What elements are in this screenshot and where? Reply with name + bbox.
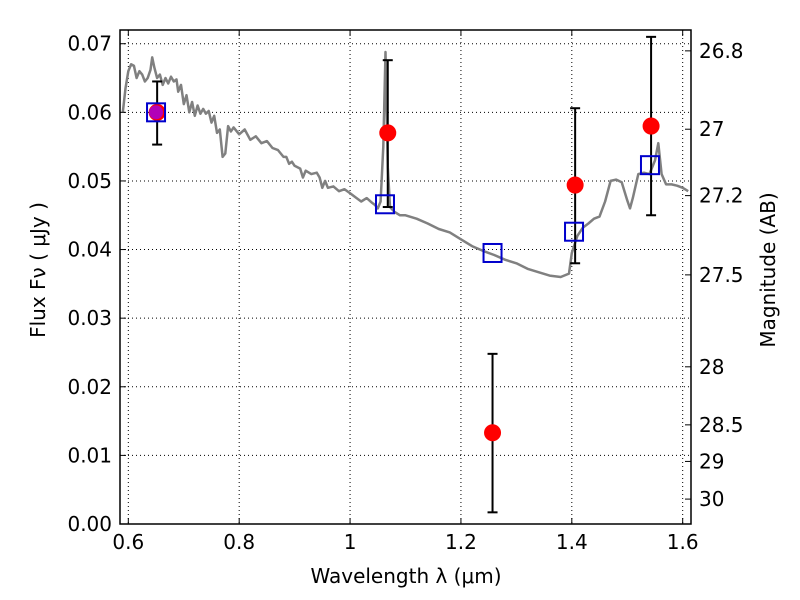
- synthetic-points-layer: [146, 102, 660, 263]
- synthetic-point: [146, 102, 167, 123]
- x-tick-label: 0.6: [112, 530, 144, 554]
- y2-tick-label: 27: [699, 117, 724, 141]
- y-tick-label: 0.02: [67, 375, 112, 399]
- synthetic-point: [639, 155, 660, 176]
- x-axis-label: Wavelength λ (μm): [310, 564, 501, 588]
- synthetic-point: [374, 194, 395, 215]
- y2-tick-label: 26.8: [699, 39, 744, 63]
- y-tick-label: 0.00: [67, 512, 112, 536]
- observed-point: [642, 117, 660, 135]
- observed-point: [379, 124, 397, 142]
- y2-tick-label: 30: [699, 487, 724, 511]
- observed-point: [566, 176, 584, 194]
- x-tick-label: 1.2: [445, 530, 477, 554]
- synthetic-point: [482, 242, 503, 263]
- x-tick-label: 0.8: [223, 530, 255, 554]
- y-tick-label: 0.07: [67, 32, 112, 56]
- y-axis-label: Flux Fν ( μJy ): [26, 202, 50, 338]
- synthetic-point: [564, 221, 585, 242]
- grid-layer: [120, 30, 691, 524]
- model-spectrum-line: [121, 50, 689, 279]
- y2-tick-label: 28: [699, 355, 724, 379]
- y-tick-label: 0.01: [67, 443, 112, 467]
- observed-point: [484, 424, 502, 442]
- x-tick-label: 1.6: [667, 530, 699, 554]
- y-tick-label: 0.03: [67, 306, 112, 330]
- model-spectrum-layer: [121, 50, 689, 279]
- y2-axis-label: Magnitude (AB): [756, 192, 780, 347]
- y-tick-label: 0.05: [67, 169, 112, 193]
- overlap-point: [149, 105, 164, 120]
- y-tick-label: 0.04: [67, 238, 112, 262]
- x-tick-label: 1: [344, 530, 357, 554]
- y2-tick-label: 27.5: [699, 263, 744, 287]
- ticks-layer: 0.6 0.8 1 1.2 1.4 1.6 0.00 0.01 0.02 0.03 0.04 0.05…: [67, 30, 744, 554]
- plot-frame: [119, 29, 692, 525]
- error-bars-layer: [152, 35, 657, 514]
- y2-tick-label: 29: [699, 449, 724, 473]
- y2-tick-label: 27.2: [699, 184, 744, 208]
- y-tick-label: 0.06: [67, 100, 112, 124]
- x-tick-label: 1.4: [556, 530, 588, 554]
- y2-tick-label: 28.5: [699, 413, 744, 437]
